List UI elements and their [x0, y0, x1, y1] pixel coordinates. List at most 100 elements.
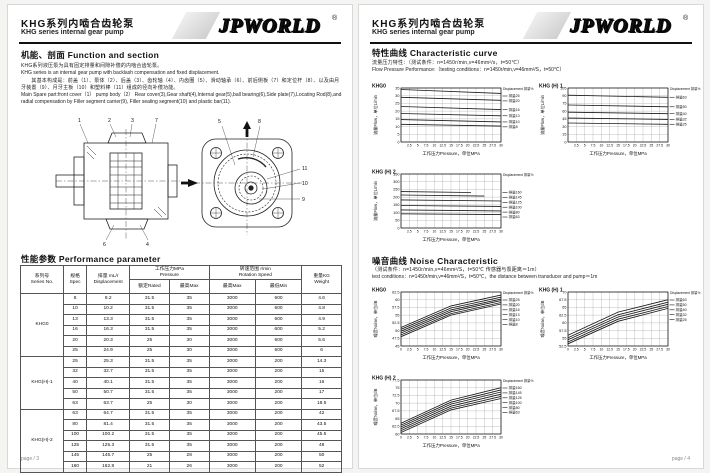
page-header: KHG系列内啮合齿轮泵 KHG series internal gear pum…: [370, 11, 692, 44]
svg-text:22.5: 22.5: [640, 144, 647, 148]
svg-text:12.5: 12.5: [439, 144, 446, 148]
table-cell: 145.7: [86, 450, 131, 462]
table-row: 63 63.7 25 30 3000 200 18.5: [21, 398, 342, 410]
svg-text:排量25: 排量25: [676, 121, 687, 126]
svg-text:55: 55: [395, 313, 399, 317]
table-row: 50 50.7 31.5 35 3000 200 17: [21, 387, 342, 399]
svg-text:55: 55: [562, 337, 566, 341]
table-cell: 5.2: [301, 324, 342, 336]
table-row: 100 100.2 31.5 35 3000 200 45.5: [21, 429, 342, 441]
function-p1-en: KHG series is an internal gear pump with…: [21, 70, 220, 76]
table-cell: 20: [62, 335, 88, 347]
table-cell: 10: [62, 303, 88, 315]
svg-text:77.5: 77.5: [392, 378, 399, 382]
table-row: KHG(H)-1 25 25.3 31.5 35 3000 200 14.3: [20, 356, 342, 410]
svg-text:10: 10: [432, 144, 436, 148]
table-cell: 26: [168, 461, 210, 473]
callout-label: 7: [155, 118, 158, 124]
svg-text:62.5: 62.5: [392, 290, 399, 294]
page-title: KHG系列内啮合齿轮泵: [372, 19, 486, 30]
svg-text:60: 60: [562, 321, 566, 325]
svg-text:17.5: 17.5: [456, 348, 463, 352]
performance-table-wrap: 系列号 Series No. 规格 Spec 排量 mL/r Displacemen…: [20, 265, 342, 473]
svg-text:排量40: 排量40: [676, 111, 687, 116]
table-cell: 35: [168, 293, 210, 305]
svg-text:排量10: 排量10: [509, 119, 520, 124]
jpworld-logo: JPWORLD JPWORLD ®: [569, 14, 689, 38]
svg-text:12.5: 12.5: [439, 436, 446, 440]
svg-text:排量8: 排量8: [509, 322, 518, 327]
chart-ylabel: 噪音Noise，单位dB: [372, 300, 379, 337]
svg-text:22.5: 22.5: [473, 348, 480, 352]
svg-text:排量10: 排量10: [509, 317, 520, 322]
svg-text:7.5: 7.5: [591, 144, 596, 148]
svg-text:2.5: 2.5: [407, 436, 412, 440]
chart-y-tick-labels: 52.5 55 57.5 60 62.5 65 67.5 70: [559, 290, 566, 348]
chart-legend-title: Displacement 排量%: [503, 172, 533, 177]
chart-xlabel: 工作压力Pressure，单位MPa: [589, 150, 647, 157]
chart-noise-khg0: 45 47.5 50 52.5 55 57.5 60 62.5 0 2.5 5 7.5 10 12.5 15…: [371, 285, 537, 365]
chart-flow-khg1: 0 15 30 45 60 75 90 105 2.5 5 7.5 10 12.5 15 17.5 20 22.…: [538, 81, 704, 161]
table-cell: 3000: [208, 461, 256, 473]
curve-heading: 特性曲线 Characteristic curve: [372, 48, 498, 58]
table-cell: 43.5: [301, 419, 342, 431]
noise-heading: 噪音曲线 Noise Characteristic: [372, 256, 499, 266]
chart-legend-title: Displacement 排量%: [670, 290, 700, 295]
svg-text:27.5: 27.5: [489, 348, 496, 352]
svg-text:排量125: 排量125: [509, 200, 522, 205]
table-cell: 31.5: [129, 408, 170, 420]
chart-xlabel: 工作压力Pressure，单位MPa: [422, 236, 480, 243]
table-row: 145 145.7 25 28 3000 200 50: [21, 450, 342, 462]
table-cell: 8.2: [86, 293, 131, 305]
svg-text:5: 5: [584, 144, 586, 148]
svg-text:27.5: 27.5: [489, 436, 496, 440]
svg-text:150: 150: [393, 203, 399, 207]
table-cell: 31.5: [129, 377, 170, 389]
crescent-filler: [237, 157, 267, 168]
table-cell: 63: [62, 398, 88, 410]
svg-text:2.5: 2.5: [407, 230, 412, 234]
table-cell: 125: [62, 440, 88, 452]
callout-leaders: [79, 123, 301, 241]
svg-text:30: 30: [499, 144, 503, 148]
svg-text:52.5: 52.5: [392, 321, 399, 325]
svg-text:67.5: 67.5: [559, 298, 566, 302]
internal-gear-ring: [213, 149, 281, 217]
svg-text:250: 250: [393, 188, 399, 192]
svg-text:15: 15: [449, 230, 453, 234]
svg-text:27.5: 27.5: [489, 144, 496, 148]
svg-text:25: 25: [649, 144, 653, 148]
table-cell: 31.5: [129, 387, 170, 399]
table-cell: 50.7: [86, 387, 131, 399]
chart-y-tick-labels: 60 62.5 65 67.5 70 72.5 75 77.5: [392, 378, 399, 436]
svg-text:72.5: 72.5: [392, 394, 399, 398]
svg-text:22.5: 22.5: [473, 230, 480, 234]
function-paragraph-1: KHG系列液压泵为具有固定排量和间隙补偿的内啮合齿轮泵。 KHG series …: [21, 63, 343, 77]
table-cell: 35: [168, 440, 210, 452]
svg-text:30: 30: [499, 436, 503, 440]
table-cell: 35: [168, 303, 210, 315]
chart-series: [400, 387, 502, 433]
table-header-row: 系列号 Series No. 规格 Spec 排量 mL/r Displacemen…: [20, 265, 342, 294]
svg-text:10: 10: [395, 125, 399, 129]
svg-text:100: 100: [393, 211, 399, 215]
svg-text:30: 30: [395, 94, 399, 98]
svg-text:10: 10: [599, 348, 603, 352]
svg-text:65: 65: [562, 306, 566, 310]
svg-text:7.5: 7.5: [424, 144, 429, 148]
chart-x-tick-labels: 2.5 5 7.5 10 12.5 15 17.5 20 22.5 25 27.5 30: [407, 230, 503, 234]
table-cell: 35: [168, 324, 210, 336]
table-cell: 81.4: [86, 419, 131, 431]
pump-section-drawing: 1 2 3 7 6 4 5 8 11 10 9: [55, 118, 308, 248]
table-cell: 3000: [208, 450, 256, 462]
table-row: KHG(H)-2 63 64.7 31.5 35 3000 200 42: [20, 408, 342, 473]
svg-text:25: 25: [649, 348, 653, 352]
chart-svg: 60 62.5 65 67.5 70 72.5 75 77.5 0 2.5 5 7.5 10 12.5 15…: [372, 376, 533, 450]
page-header: KHG系列内啮合齿轮泵 KHG series internal gear pum…: [19, 11, 341, 44]
table-cell: 200: [254, 387, 303, 399]
table-cell: 35: [168, 408, 210, 420]
table-row: KHG0 8 8.2 31.5 35 3000 600 4.6: [20, 293, 342, 357]
